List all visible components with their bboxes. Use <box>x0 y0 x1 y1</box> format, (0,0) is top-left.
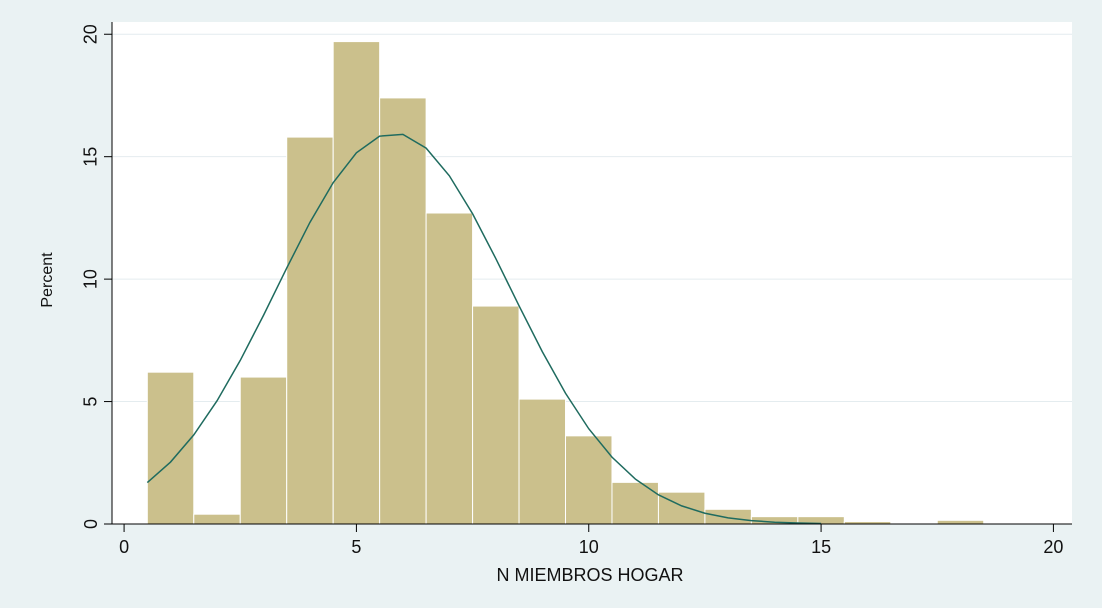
x-tick-label: 0 <box>119 537 129 557</box>
x-axis-label: N MIEMBROS HOGAR <box>496 565 683 585</box>
y-tick-label: 20 <box>81 24 101 44</box>
bar <box>657 491 706 525</box>
bar <box>146 371 195 525</box>
normal-curve <box>146 133 822 525</box>
y-tick-label: 0 <box>81 519 101 529</box>
y-tick-label: 15 <box>81 147 101 167</box>
x-tick-label: 10 <box>579 537 599 557</box>
bar <box>193 513 241 525</box>
bar <box>379 97 427 525</box>
bar <box>611 481 659 525</box>
x-tick-label: 20 <box>1043 537 1063 557</box>
y-tick-label: 10 <box>81 269 101 289</box>
bar <box>936 519 985 525</box>
y-axis-label: Percent <box>39 252 56 308</box>
x-tick-label: 5 <box>351 537 361 557</box>
bar <box>704 508 752 525</box>
bar <box>286 136 334 525</box>
bar <box>332 41 381 525</box>
bar <box>472 305 520 525</box>
bar <box>239 376 288 525</box>
x-tick-label: 15 <box>811 537 831 557</box>
y-tick-label: 5 <box>81 397 101 407</box>
bar <box>518 398 567 525</box>
bar <box>425 212 474 525</box>
